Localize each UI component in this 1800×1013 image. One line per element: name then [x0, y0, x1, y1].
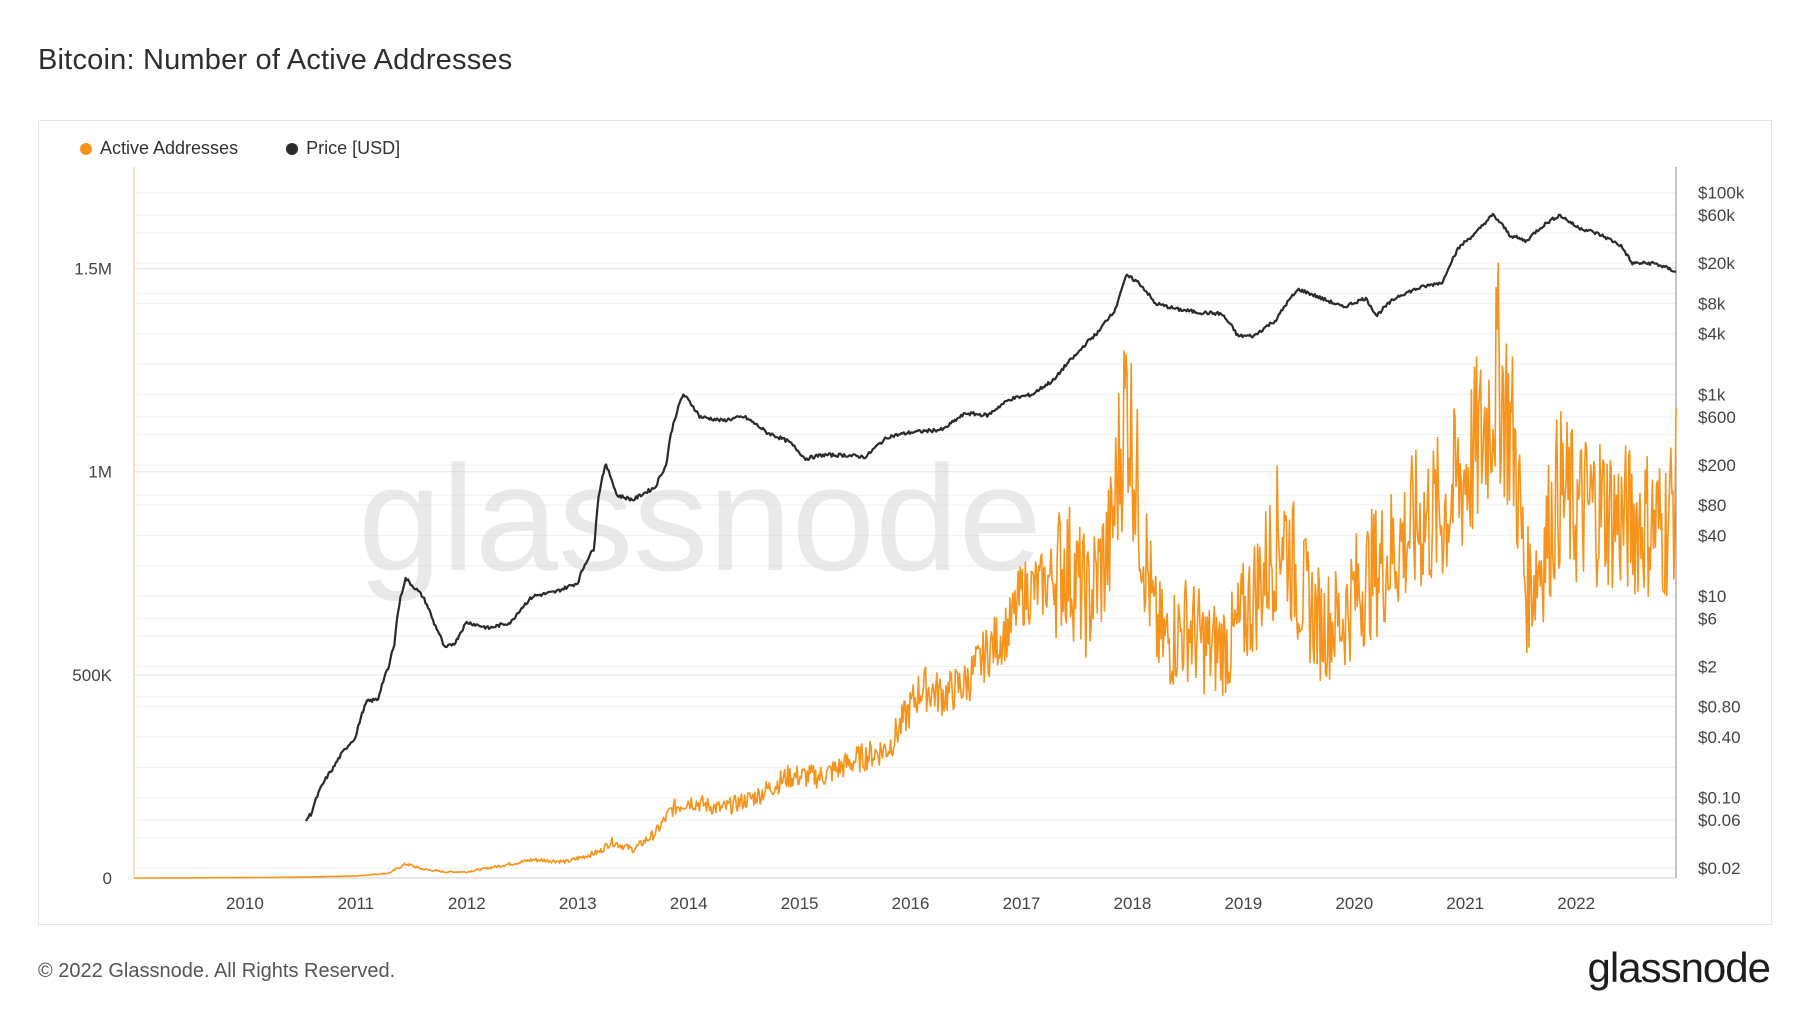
x-tick-label: 2017	[1003, 894, 1041, 913]
legend-item-price[interactable]: Price [USD]	[286, 138, 400, 159]
legend: Active Addresses Price [USD]	[80, 138, 400, 159]
series-price-usd-	[304, 212, 1676, 822]
left-tick-label: 1.5M	[74, 260, 112, 279]
right-tick-label: $2	[1698, 658, 1717, 677]
x-tick-label: 2010	[226, 894, 264, 913]
right-tick-label: $600	[1698, 408, 1736, 427]
left-tick-label: 500K	[72, 666, 112, 685]
legend-label-active-addresses: Active Addresses	[100, 138, 239, 158]
chart-frame	[38, 120, 1772, 925]
right-tick-label: $0.40	[1698, 728, 1741, 747]
x-tick-label: 2013	[559, 894, 597, 913]
right-tick-label: $1k	[1698, 385, 1726, 404]
right-tick-label: $10	[1698, 587, 1726, 606]
legend-dot-active-addresses	[80, 142, 92, 155]
right-tick-label: $20k	[1698, 254, 1735, 273]
x-tick-label: 2012	[448, 894, 486, 913]
right-tick-label: $4k	[1698, 325, 1726, 344]
right-tick-label: $40	[1698, 526, 1726, 545]
right-tick-label: $6	[1698, 609, 1717, 628]
left-tick-label: 0	[103, 869, 112, 888]
right-axis: $0.02 $0.06 $0.10 $0.40 $0.80 $2 $6 $10 $40 $80 $2…	[1675, 167, 1745, 878]
x-tick-label: 2018	[1114, 894, 1152, 913]
chart-title: Bitcoin: Number of Active Addresses	[38, 44, 513, 76]
right-tick-label: $0.02	[1698, 859, 1741, 878]
x-tick-label: 2020	[1335, 894, 1373, 913]
series-line	[134, 262, 1677, 879]
x-tick-label: 2011	[338, 894, 375, 913]
right-tick-label: $200	[1698, 456, 1736, 475]
series-line	[304, 212, 1676, 822]
footer-copyright: © 2022 Glassnode. All Rights Reserved.	[38, 960, 396, 982]
left-axis: 0 500K 1M 1.5M	[72, 167, 135, 888]
right-tick-label: $80	[1698, 496, 1726, 515]
right-tick-label: $0.80	[1698, 698, 1741, 717]
left-tick-label: 1M	[88, 463, 112, 482]
watermark: glassnode	[358, 434, 1042, 602]
right-tick-label: $0.06	[1698, 811, 1741, 830]
series-group	[134, 212, 1677, 879]
right-tick-label: $60k	[1698, 206, 1735, 225]
x-axis: 2010 2011 2012 2013 2014 2015 2016 2017 2018 2019…	[134, 877, 1676, 913]
legend-item-active-addresses[interactable]: Active Addresses	[80, 138, 238, 159]
x-tick-label: 2022	[1557, 894, 1595, 913]
glassnode-logo[interactable]: glassnode	[1587, 944, 1771, 991]
x-tick-label: 2014	[670, 894, 708, 913]
x-tick-label: 2019	[1224, 894, 1262, 913]
right-tick-label: $100k	[1698, 184, 1745, 203]
right-tick-label: $0.10	[1698, 789, 1741, 808]
x-tick-label: 2021	[1446, 894, 1484, 913]
x-tick-label: 2016	[892, 894, 930, 913]
legend-label-price: Price [USD]	[306, 138, 401, 158]
x-tick-label: 2015	[781, 894, 819, 913]
series-active-addresses	[134, 262, 1677, 879]
legend-dot-price	[286, 142, 299, 155]
right-tick-label: $8k	[1698, 294, 1726, 313]
